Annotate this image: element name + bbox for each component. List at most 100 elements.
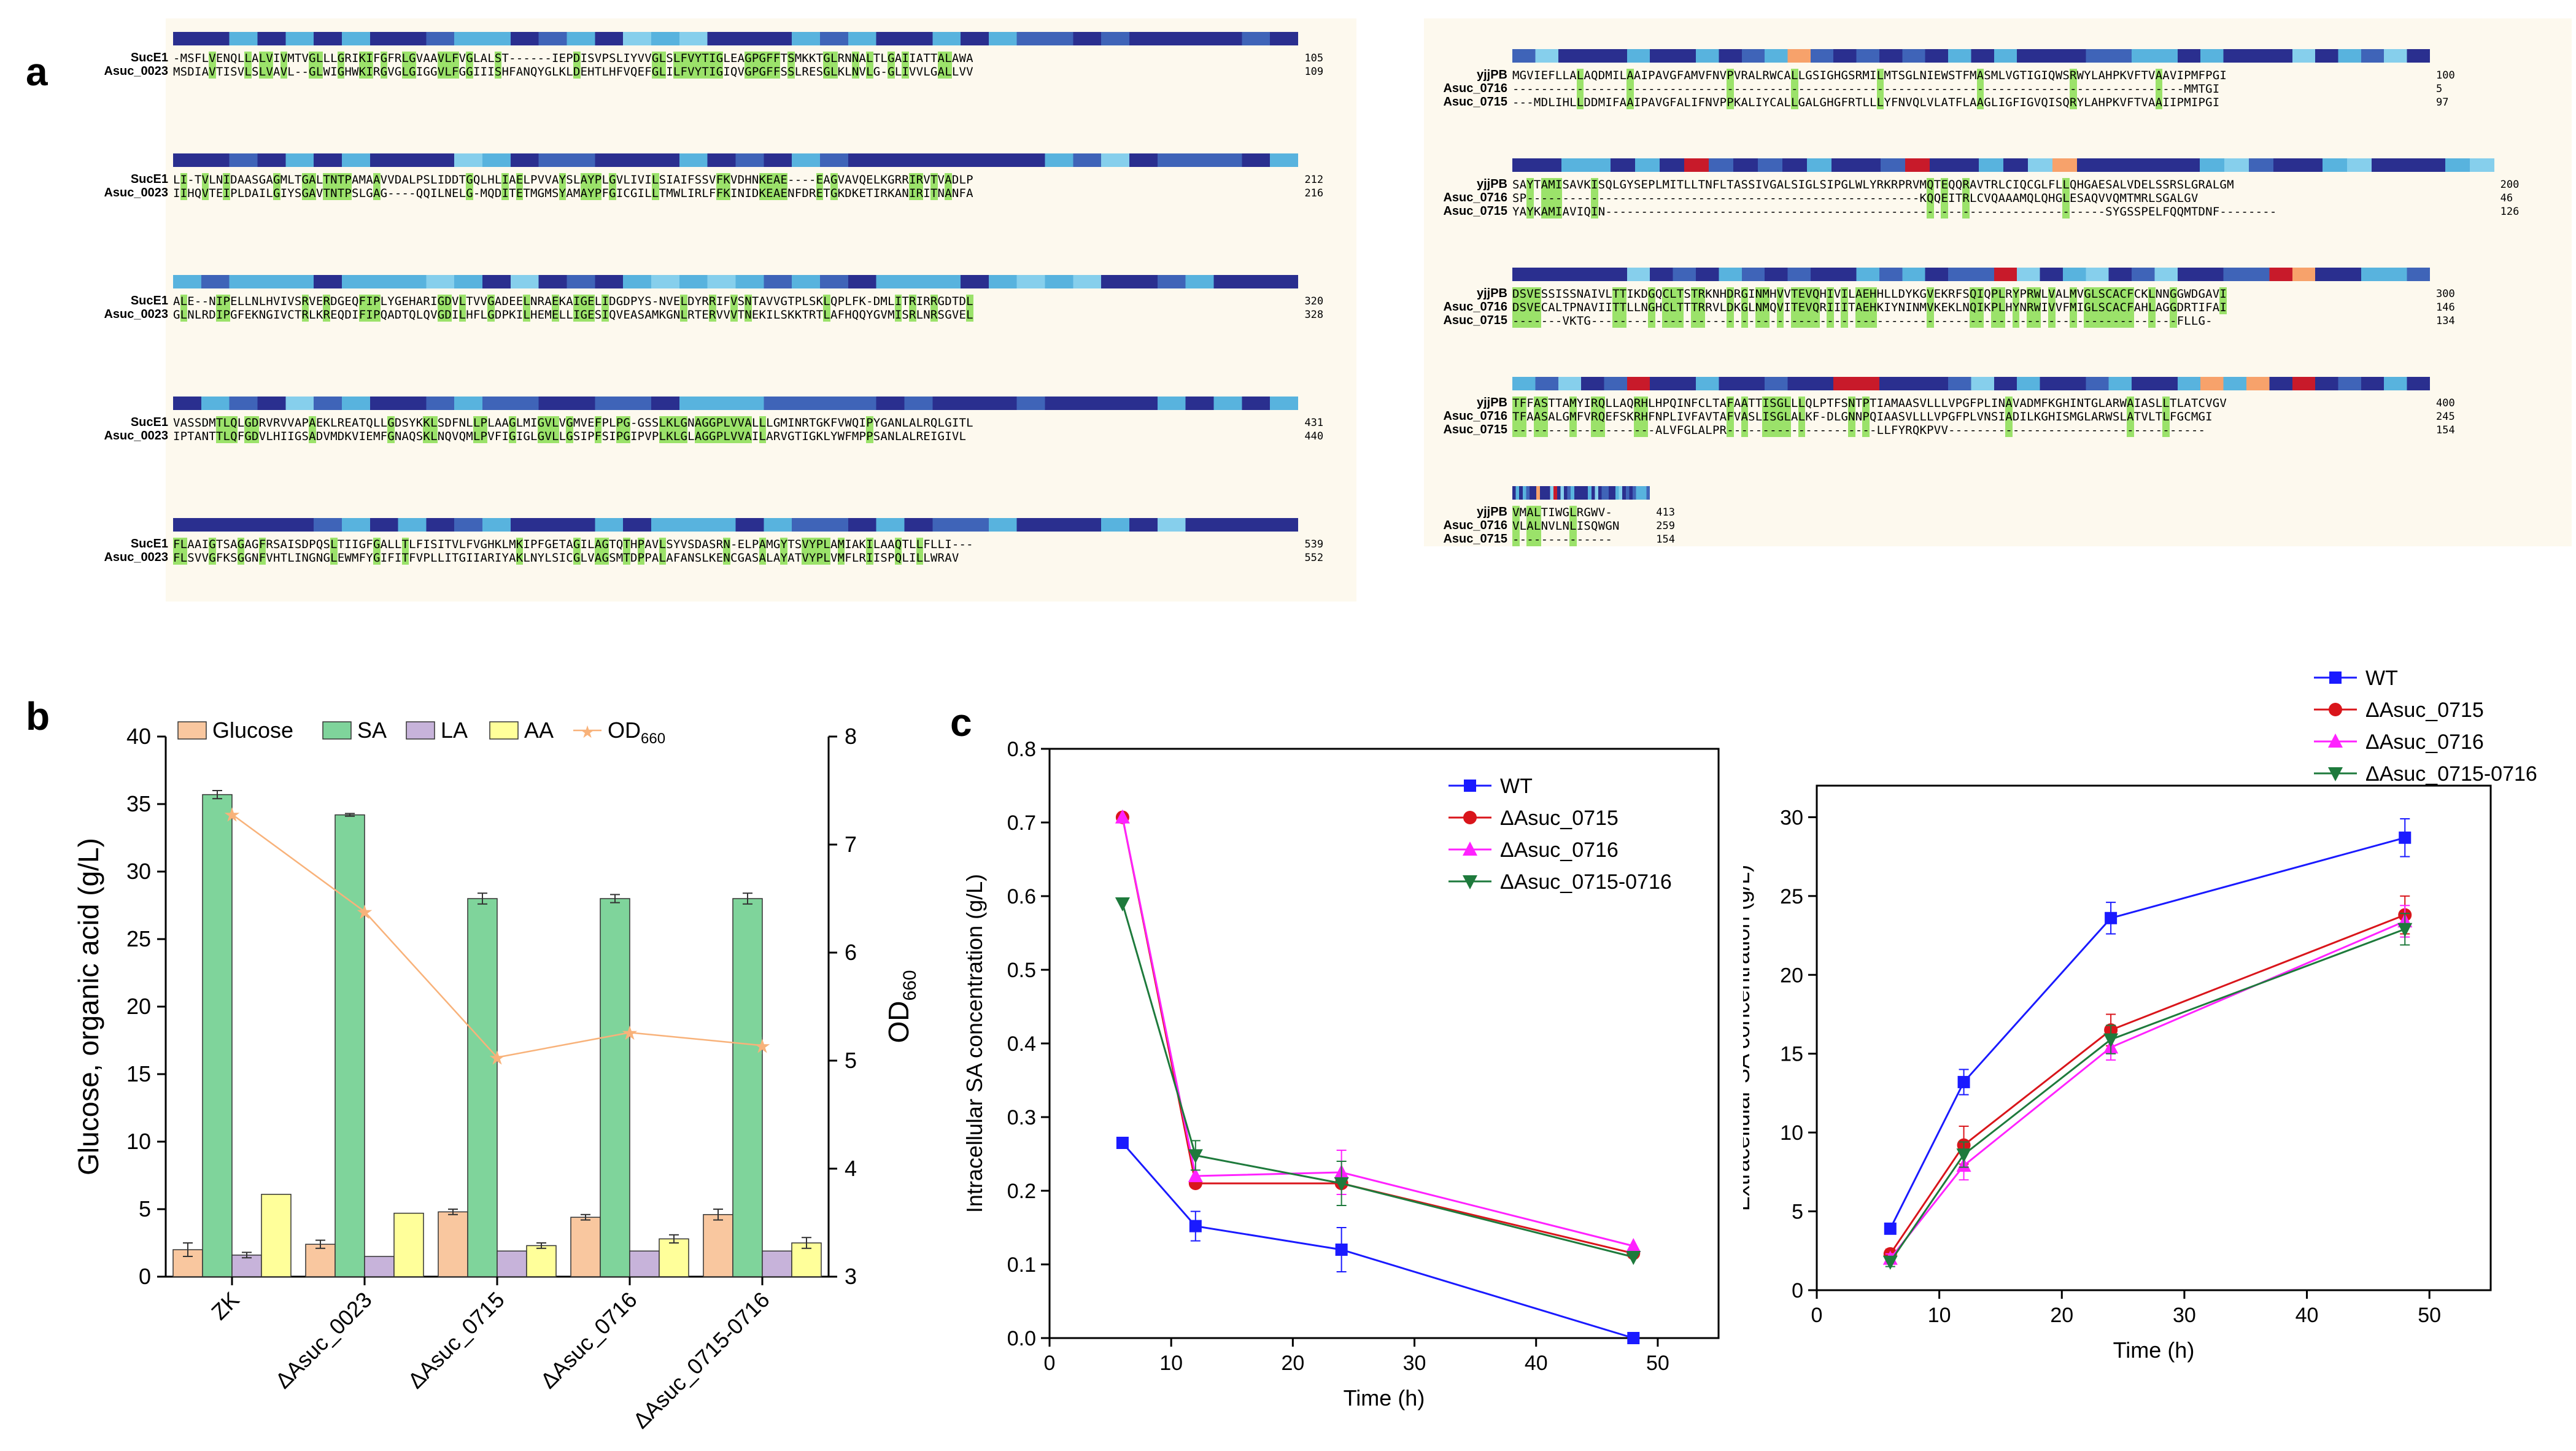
y2-tick-label: 4 bbox=[845, 1156, 857, 1181]
legend-marker bbox=[2328, 767, 2343, 781]
bar-aa bbox=[261, 1194, 292, 1277]
sequence-position-number: 146 bbox=[2436, 301, 2455, 314]
sequence-name: Asuc_0023 bbox=[104, 186, 168, 199]
conservation-bar bbox=[173, 275, 1299, 288]
sequence-residues: SAYTAMISAVKISQLGYSEPLMITLLTNFLTASSIVGALS… bbox=[1512, 178, 2234, 192]
y-tick-label: 0.3 bbox=[1007, 1106, 1036, 1129]
sequence-name: yjjPB bbox=[1476, 68, 1507, 82]
y-tick-label: 0.6 bbox=[1007, 885, 1036, 908]
series-line bbox=[1121, 1142, 1634, 1339]
sequence-residues: -------------- bbox=[1512, 533, 1612, 546]
legend-label: WT bbox=[2365, 667, 2398, 690]
y-tick-label: 20 bbox=[1780, 964, 1803, 987]
sequence-position-number: 431 bbox=[1304, 417, 1324, 429]
x-tick-label: ΔAsuc_0023 bbox=[270, 1287, 376, 1393]
legend-marker bbox=[1464, 780, 1476, 792]
legend: WT ΔAsuc_0715 ΔAsuc_0716 ΔAsuc_0715-0716 bbox=[1449, 775, 1672, 894]
sequence-residues: FLSVVGFKSGGNFVHTLINGNGLEWMFYGIFITFVPLLIT… bbox=[173, 551, 959, 565]
sequence-position-number: 552 bbox=[1304, 552, 1324, 564]
sequence-position-number: 97 bbox=[2436, 96, 2449, 109]
sequence-position-number: 100 bbox=[2436, 69, 2455, 82]
sequence-name: yjjPB bbox=[1476, 396, 1507, 409]
series-line bbox=[1889, 928, 2405, 1263]
y-tick-label: 0 bbox=[1792, 1279, 1803, 1302]
conservation-bar bbox=[1512, 158, 2494, 172]
conservation-bar bbox=[1512, 49, 2430, 63]
sequence-name: SucE1 bbox=[130, 537, 168, 551]
sequence-name: Asuc_0716 bbox=[1443, 300, 1507, 314]
y-tick-label: 0.4 bbox=[1007, 1032, 1036, 1056]
sequence-residues: ALE--NIPELLNLHVIVSRVERDGEQFIPLYGEHARIGDV… bbox=[173, 295, 973, 308]
legend-label: ΔAsuc_0715-0716 bbox=[1500, 870, 1672, 894]
legend-marker bbox=[2329, 671, 2342, 684]
sequence-position-number: 109 bbox=[1304, 66, 1324, 78]
legend-marker bbox=[2329, 703, 2342, 716]
bar-sa bbox=[202, 794, 233, 1277]
legend-star-icon: ★ bbox=[579, 722, 595, 741]
sequence-name: Asuc_0715 bbox=[1443, 204, 1507, 218]
data-point-marker bbox=[1115, 897, 1130, 911]
x-tick-label: ΔAsuc_0716 bbox=[535, 1287, 641, 1393]
y-tick-label: 0.2 bbox=[1007, 1180, 1036, 1203]
y2-tick-label: 8 bbox=[845, 724, 857, 749]
x-tick-label: ZK bbox=[206, 1287, 244, 1325]
x-tick-label: 0 bbox=[1044, 1352, 1056, 1375]
sequence-name: Asuc_0716 bbox=[1443, 82, 1507, 95]
bar-la bbox=[497, 1250, 527, 1277]
x-tick-label: 30 bbox=[2173, 1304, 2196, 1327]
bar-sa bbox=[467, 898, 498, 1277]
sequence-position-number: 105 bbox=[1304, 52, 1324, 64]
y2-tick-label: 5 bbox=[845, 1048, 857, 1073]
y-tick-label: 0.7 bbox=[1007, 811, 1036, 835]
data-point-marker bbox=[1188, 1168, 1203, 1182]
y-axis-label: Intracellular SA concentration (g/L) bbox=[962, 874, 987, 1213]
y-tick-label: 0.0 bbox=[1007, 1327, 1036, 1350]
y-tick-label: 20 bbox=[126, 994, 151, 1019]
data-point-marker bbox=[2103, 1033, 2119, 1048]
sequence-name: Asuc_0023 bbox=[104, 308, 168, 321]
sequence-name: Asuc_0023 bbox=[104, 429, 168, 443]
data-point-marker bbox=[1188, 1149, 1203, 1164]
legend-swatch bbox=[406, 721, 435, 740]
x-tick-label: ΔAsuc_0715 bbox=[403, 1287, 509, 1393]
data-point-marker bbox=[1882, 1255, 1898, 1270]
sequence-name: SucE1 bbox=[130, 51, 168, 64]
sequence-position-number: 154 bbox=[1656, 533, 1675, 546]
sequence-residues: -------VKTG-----------------------------… bbox=[1512, 314, 2213, 328]
y-tick-label: 10 bbox=[126, 1129, 151, 1154]
legend-label: LA bbox=[441, 718, 468, 743]
y-tick-label: 0.1 bbox=[1007, 1253, 1036, 1277]
alignment-panel-right bbox=[1424, 18, 2572, 546]
sequence-name: SucE1 bbox=[130, 294, 168, 308]
y2-axis-label: OD660 bbox=[883, 970, 920, 1043]
legend-label: Glucose bbox=[212, 718, 293, 743]
sequence-position-number: 212 bbox=[1304, 174, 1324, 186]
y-tick-label: 25 bbox=[1780, 885, 1803, 908]
sequence-position-number: 320 bbox=[1304, 295, 1324, 308]
sequence-residues: DSVESSISSNAIVLTTIKDGQCLTSTRKNHDRGINMHVVT… bbox=[1512, 287, 2227, 301]
od660-star-marker: ★ bbox=[489, 1047, 506, 1069]
x-tick-label: 10 bbox=[1928, 1304, 1951, 1327]
sequence-position-number: 440 bbox=[1304, 430, 1324, 443]
bar-sa bbox=[335, 814, 365, 1277]
sequence-residues: VLALNVLNLISQWGN bbox=[1512, 519, 1620, 533]
conservation-bar bbox=[173, 397, 1299, 410]
sequence-position-number: 328 bbox=[1304, 309, 1324, 321]
legend-label: OD660 bbox=[608, 718, 665, 747]
x-tick-label: 20 bbox=[2050, 1304, 2073, 1327]
legend-label: ΔAsuc_0715-0716 bbox=[2365, 762, 2537, 786]
data-point-marker bbox=[1334, 1177, 1349, 1191]
sequence-residues: YAYKAMIAVIQIN---------------------------… bbox=[1512, 205, 2277, 219]
sequence-residues: ----------------------------------------… bbox=[1512, 82, 2220, 96]
sequence-residues: TFFASTTAMYIRQLLAQRHLHPQINFCLTAFAATTISGLL… bbox=[1512, 397, 2227, 410]
series-line bbox=[1121, 903, 1634, 1258]
y-tick-label: 0.5 bbox=[1007, 959, 1036, 982]
sequence-name: yjjPB bbox=[1476, 177, 1507, 191]
y2-tick-label: 6 bbox=[845, 940, 857, 965]
x-tick-label: 0 bbox=[1811, 1304, 1823, 1327]
y2-tick-label: 3 bbox=[845, 1264, 857, 1289]
data-point-marker bbox=[1335, 1244, 1348, 1256]
y-tick-label: 40 bbox=[126, 724, 151, 749]
data-point-marker bbox=[1884, 1222, 1897, 1235]
sequence-name: Asuc_0715 bbox=[1443, 95, 1507, 109]
